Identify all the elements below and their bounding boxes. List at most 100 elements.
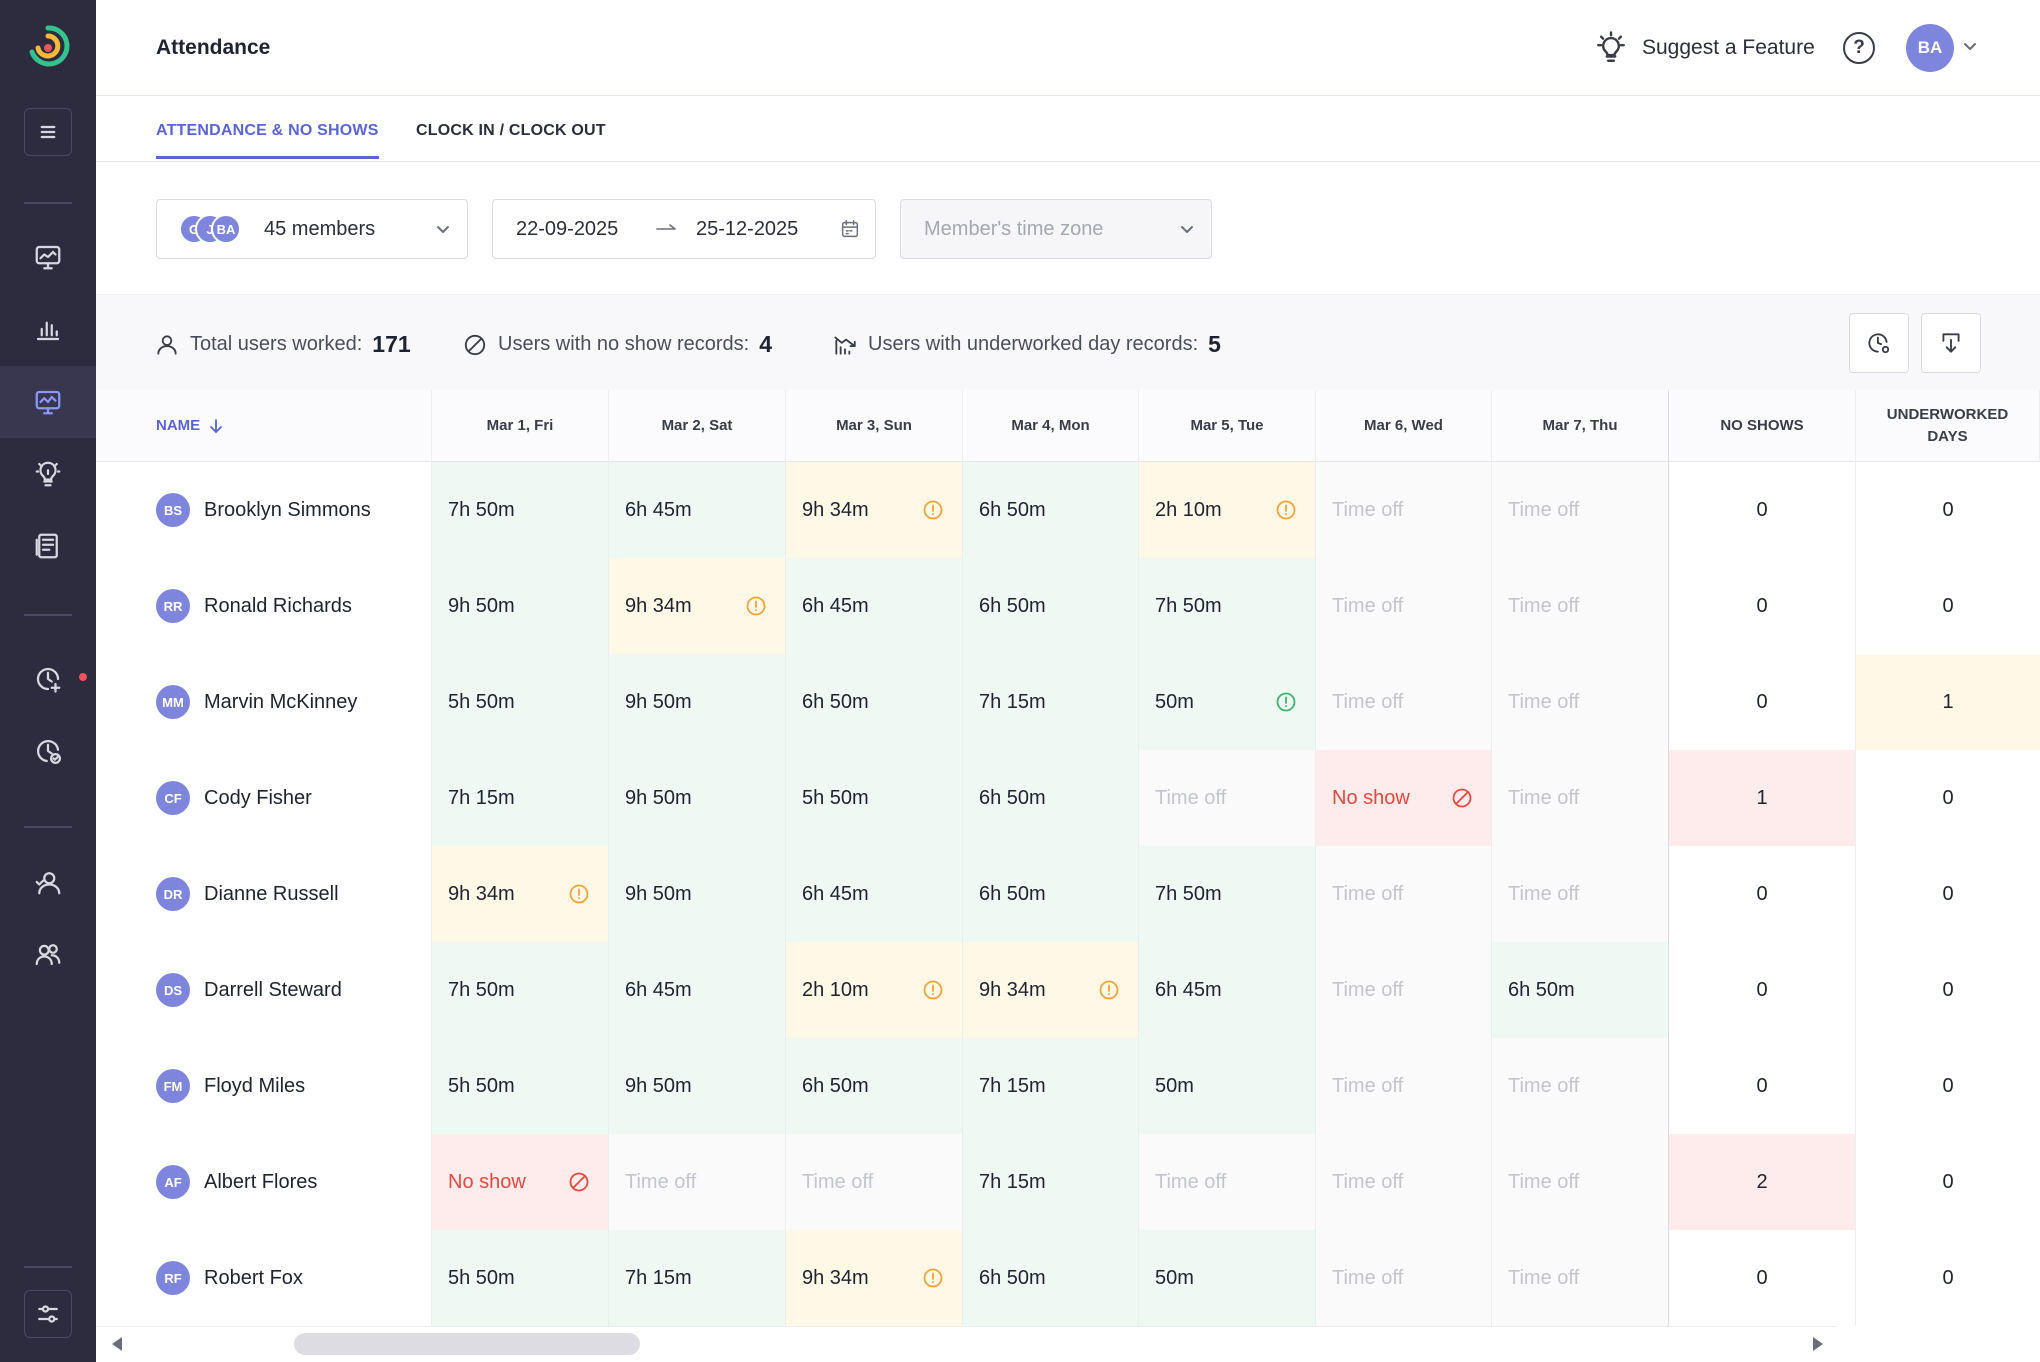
day-cell[interactable]: 9h 34m [786,1230,963,1326]
day-cell[interactable]: 5h 50m [432,1038,609,1134]
info-warning-icon[interactable] [922,979,944,1001]
suggest-feature-button[interactable]: Suggest a Feature [1594,26,1815,70]
day-cell[interactable]: Time off [1316,1230,1492,1326]
day-cell[interactable]: 5h 50m [432,654,609,750]
day-cell[interactable]: Time off [1492,1134,1669,1230]
user-avatar[interactable]: BA [1906,24,1954,72]
day-cell[interactable]: Time off [1492,750,1669,846]
bar-chart-icon[interactable] [24,305,72,353]
day-cell[interactable]: Time off [1492,654,1669,750]
member-name-cell[interactable]: RF Robert Fox [96,1230,432,1326]
day-cell[interactable]: 6h 45m [1139,942,1316,1038]
day-cell[interactable]: 2h 10m [1139,462,1316,558]
info-warning-icon[interactable] [922,1267,944,1289]
day-cell[interactable]: 9h 34m [786,462,963,558]
day-cell[interactable]: Time off [1316,942,1492,1038]
day-cell[interactable]: 7h 15m [609,1230,786,1326]
day-cell[interactable]: Time off [1492,558,1669,654]
day-cell[interactable]: Time off [1316,1134,1492,1230]
day-cell[interactable]: 7h 15m [963,654,1139,750]
day-cell[interactable]: 50m [1139,654,1316,750]
timezone-select[interactable]: Member's time zone [900,199,1212,259]
day-cell[interactable]: 9h 34m [609,558,786,654]
day-cell[interactable]: No show [432,1134,609,1230]
day-cell[interactable]: 50m [1139,1230,1316,1326]
day-cell[interactable]: 7h 50m [1139,558,1316,654]
member-name-cell[interactable]: DS Darrell Steward [96,942,432,1038]
timezone-settings-button[interactable] [1849,313,1909,373]
download-button[interactable] [1921,313,1981,373]
day-cell[interactable]: 9h 50m [432,558,609,654]
day-cell[interactable]: 7h 50m [1139,846,1316,942]
day-cell[interactable]: 50m [1139,1038,1316,1134]
day-cell[interactable]: 6h 45m [609,462,786,558]
lightbulb-icon[interactable] [24,450,72,498]
day-cell[interactable]: Time off [1492,1038,1669,1134]
monitor-activity-icon[interactable] [24,378,72,426]
no-show-icon[interactable] [568,1171,590,1193]
day-cell[interactable]: Time off [1316,654,1492,750]
chevron-down-icon[interactable] [1962,38,1978,54]
day-cell[interactable]: 7h 50m [432,942,609,1038]
info-warning-icon[interactable] [922,499,944,521]
day-cell[interactable]: Time off [1316,846,1492,942]
scroll-left-arrow-icon[interactable] [112,1337,122,1351]
day-cell[interactable]: Time off [1492,462,1669,558]
day-cell[interactable]: Time off [1492,846,1669,942]
info-ok-icon[interactable] [1275,691,1297,713]
horizontal-scrollbar[interactable] [96,1326,1836,1362]
hamburger-icon[interactable] [24,108,72,156]
day-cell[interactable]: Time off [1316,558,1492,654]
day-cell[interactable]: 6h 50m [963,558,1139,654]
day-cell[interactable]: 6h 50m [963,1230,1139,1326]
clock-plus-icon[interactable] [24,655,72,703]
member-name-cell[interactable]: AF Albert Flores [96,1134,432,1230]
day-cell[interactable]: 9h 50m [609,654,786,750]
day-cell[interactable]: 6h 45m [786,558,963,654]
member-name-cell[interactable]: RR Ronald Richards [96,558,432,654]
info-warning-icon[interactable] [745,595,767,617]
day-cell[interactable]: 6h 45m [609,942,786,1038]
users-icon[interactable] [24,930,72,978]
info-warning-icon[interactable] [568,883,590,905]
day-cell[interactable]: 7h 15m [432,750,609,846]
day-cell[interactable]: Time off [1316,462,1492,558]
day-cell[interactable]: Time off [786,1134,963,1230]
day-cell[interactable]: 9h 50m [609,846,786,942]
day-cell[interactable]: No show [1316,750,1492,846]
no-show-icon[interactable] [1451,787,1473,809]
day-cell[interactable]: Time off [1492,1230,1669,1326]
day-cell[interactable]: Time off [1316,1038,1492,1134]
member-name-cell[interactable]: DR Dianne Russell [96,846,432,942]
day-cell[interactable]: Time off [1139,750,1316,846]
day-cell[interactable]: 7h 15m [963,1038,1139,1134]
day-cell[interactable]: 6h 50m [963,462,1139,558]
question-circle-icon[interactable]: ? [1843,32,1875,64]
tab-clock-in-out[interactable]: CLOCK IN / CLOCK OUT [416,122,606,139]
day-cell[interactable]: 7h 15m [963,1134,1139,1230]
date-range-picker[interactable]: 22-09-2025 25-12-2025 [492,199,876,259]
sliders-icon[interactable] [24,1290,72,1338]
day-cell[interactable]: 6h 50m [963,750,1139,846]
info-warning-icon[interactable] [1098,979,1120,1001]
day-cell[interactable]: 9h 34m [432,846,609,942]
day-cell[interactable]: 5h 50m [432,1230,609,1326]
clock-check-icon[interactable] [24,727,72,775]
member-name-cell[interactable]: MM Marvin McKinney [96,654,432,750]
document-icon[interactable] [24,522,72,570]
day-cell[interactable]: 9h 34m [963,942,1139,1038]
day-cell[interactable]: 2h 10m [786,942,963,1038]
scroll-right-arrow-icon[interactable] [1813,1337,1823,1351]
column-header-name[interactable]: NAME [96,390,432,462]
tab-attendance-no-shows[interactable]: ATTENDANCE & NO SHOWS [156,122,379,159]
monitor-chart-icon[interactable] [24,233,72,281]
day-cell[interactable]: 6h 50m [1492,942,1669,1038]
day-cell[interactable]: Time off [609,1134,786,1230]
member-name-cell[interactable]: BS Brooklyn Simmons [96,462,432,558]
day-cell[interactable]: 6h 50m [786,1038,963,1134]
day-cell[interactable]: 6h 45m [786,846,963,942]
members-select[interactable]: G J BA 45 members [156,199,468,259]
day-cell[interactable]: 9h 50m [609,750,786,846]
day-cell[interactable]: Time off [1139,1134,1316,1230]
scrollbar-thumb[interactable] [294,1333,640,1355]
